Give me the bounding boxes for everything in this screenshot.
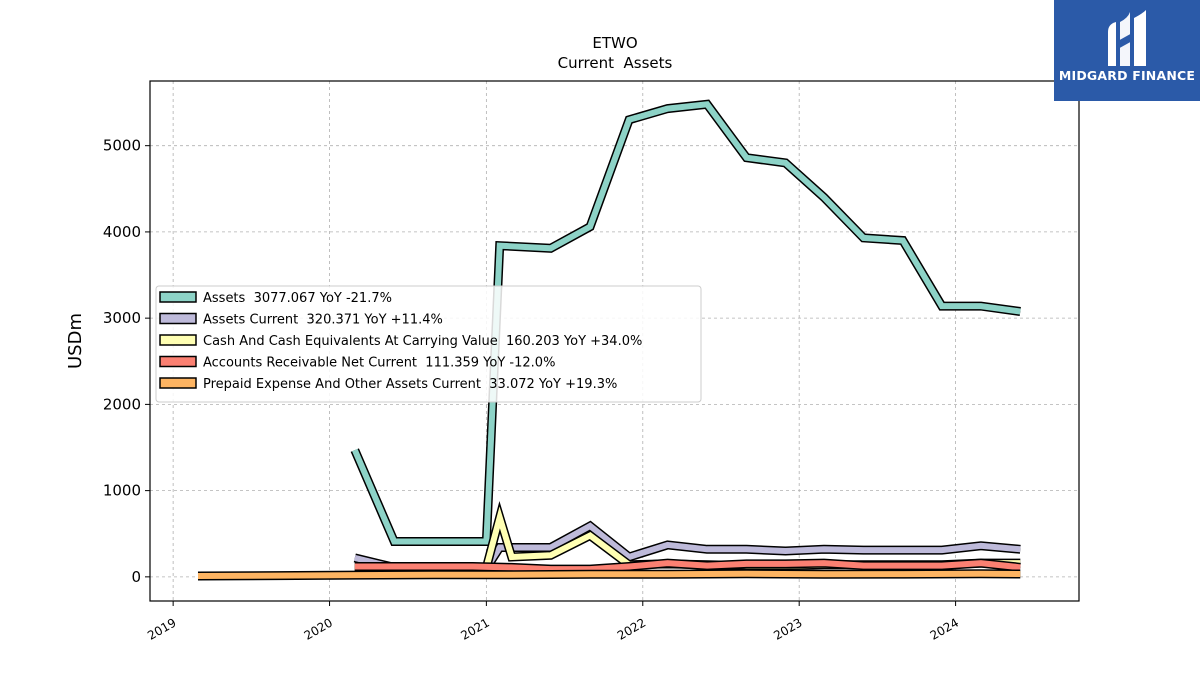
y-tick-label: 1000	[103, 482, 141, 500]
legend-swatch	[159, 291, 197, 303]
series-line-prepaid-expense-and-other-assets-current	[197, 570, 1021, 579]
series-line-accounts-receivable-net-current	[354, 560, 1021, 573]
legend-swatch	[159, 355, 197, 368]
legend-label: Assets 3077.067 YoY -21.7%	[203, 291, 392, 306]
chart-title: ETWO	[592, 34, 637, 52]
series-line-assets	[352, 101, 1021, 545]
x-tick-label: 2020	[302, 615, 335, 642]
x-tick-label: 2022	[615, 615, 648, 642]
legend-swatch	[159, 334, 197, 346]
x-tick-label: 2024	[928, 615, 961, 642]
legend: Assets 3077.067 YoY -21.7% Assets Current…	[155, 285, 702, 403]
logo-text: MIDGARD FINANCE	[1058, 68, 1196, 83]
y-tick-label: 4000	[103, 223, 141, 241]
legend-swatch	[159, 377, 197, 389]
legend-label: Prepaid Expense And Other Assets Current…	[203, 377, 617, 392]
x-tick-label: 2023	[771, 615, 804, 642]
y-tick-label: 5000	[103, 137, 141, 155]
x-tick-label: 2019	[145, 615, 178, 642]
y-tick-label: 3000	[103, 309, 141, 327]
brand-logo: MIDGARD FINANCE	[1054, 0, 1200, 101]
series-lines	[197, 99, 1021, 581]
chart-subtitle: Current Assets	[558, 54, 673, 72]
legend-label: Cash And Cash Equivalents At Carrying Va…	[203, 334, 642, 349]
midgard-logo-icon	[1108, 10, 1146, 66]
legend-swatch	[159, 312, 197, 325]
legend-box	[155, 285, 702, 403]
plot-frame	[149, 80, 1080, 602]
y-axis-label: USDm	[65, 313, 86, 369]
y-tick-label: 0	[131, 568, 141, 586]
legend-label: Accounts Receivable Net Current 111.359 …	[203, 356, 555, 371]
x-tick-label: 2021	[458, 615, 491, 642]
legend-label: Assets Current 320.371 YoY +11.4%	[203, 313, 443, 328]
y-tick-label: 2000	[103, 395, 141, 413]
